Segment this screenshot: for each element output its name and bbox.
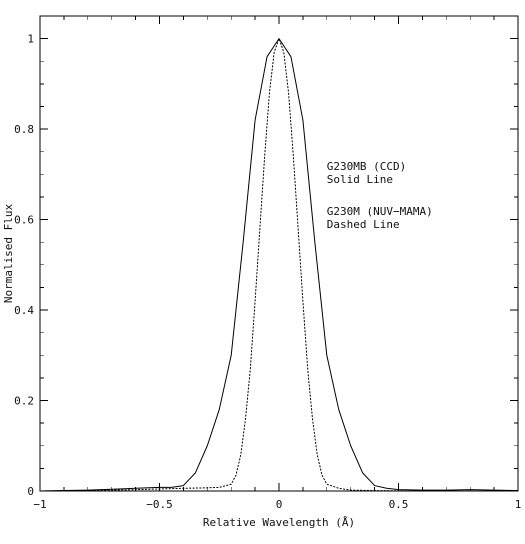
x-axis-title: Relative Wavelength (Å): [203, 516, 355, 529]
annotation-g230m: G230M (NUV−MAMA)Dashed Line: [327, 205, 433, 231]
y-axis-title: Normalised Flux: [2, 203, 15, 303]
series-solid-line: [39, 38, 519, 492]
series-layer: [39, 38, 519, 492]
y-tick-label: 0.8: [14, 123, 34, 136]
annotation-line: G230M (NUV−MAMA): [327, 205, 433, 218]
axes-layer: [39, 15, 519, 492]
x-tick-label: 1: [515, 498, 522, 511]
annotation-line: Solid Line: [327, 173, 393, 186]
y-tick-label: 0: [27, 485, 34, 498]
x-tick-label: 0.5: [389, 498, 409, 511]
text-layer: −1 −0.5 0 0.5 1 0 0.2 0.4 0.6 0.8 1 Relative Wavele…: [2, 33, 521, 529]
series-dashed-line: [39, 38, 519, 492]
y-tick-label: 1: [27, 33, 34, 46]
y-tick-label: 0.4: [14, 304, 34, 317]
x-tick-label: −0.5: [146, 498, 173, 511]
plot-frame: [39, 15, 519, 492]
y-tick-label: 0.6: [14, 214, 34, 227]
y-tick-label: 0.2: [14, 395, 34, 408]
x-tick-label: −1: [33, 498, 46, 511]
annotation-g230mb: G230MB (CCD)Solid Line: [327, 160, 406, 186]
x-tick-label: 0: [276, 498, 283, 511]
annotation-line: G230MB (CCD): [327, 160, 406, 173]
annotation-line: Dashed Line: [327, 218, 400, 231]
